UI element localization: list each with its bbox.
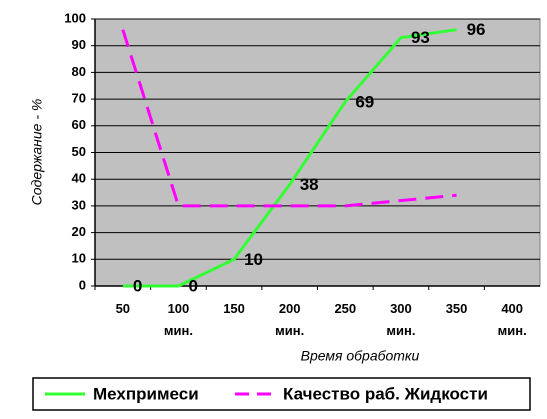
x-tick-label: 100 мин. [163,301,193,338]
legend-box [32,377,531,411]
x-tick-label: 400 мин. [497,301,527,338]
y-tick-label: 60 [72,117,86,132]
data-label: 96 [467,20,486,39]
legend-label: Качество раб. Жидкости [283,384,488,403]
data-label: 10 [244,250,263,269]
y-tick-label: 100 [64,10,86,25]
data-label: 0 [133,276,142,295]
y-axis-label: Содержание - % [29,99,45,206]
data-label: 38 [300,175,319,194]
x-tick-label: 150 [223,301,245,316]
y-tick-label: 20 [72,224,86,239]
y-tick-label: 10 [72,251,86,266]
x-tick-label: 200 мин. [275,301,305,338]
series-line [121,29,457,208]
y-tick-label: 90 [72,37,86,52]
data-label: 0 [188,276,197,295]
series-line [122,28,457,288]
data-label: 93 [411,28,430,47]
y-tick-label: 40 [72,171,86,186]
y-tick-label: 30 [72,197,86,212]
x-axis-label: Время обработки [301,348,420,364]
y-tick-label: 50 [72,144,86,159]
y-tick-label: 80 [72,64,86,79]
y-tick-label: 70 [72,91,86,106]
y-tick-label: 0 [79,277,86,292]
legend-label: Мехпримеси [93,384,199,403]
data-label: 69 [355,92,374,111]
x-tick-label: 50 [115,301,131,316]
x-tick-label: 250 [334,301,357,316]
x-tick-label: 350 [445,301,468,316]
x-tick-label: 300 мин. [386,301,416,338]
